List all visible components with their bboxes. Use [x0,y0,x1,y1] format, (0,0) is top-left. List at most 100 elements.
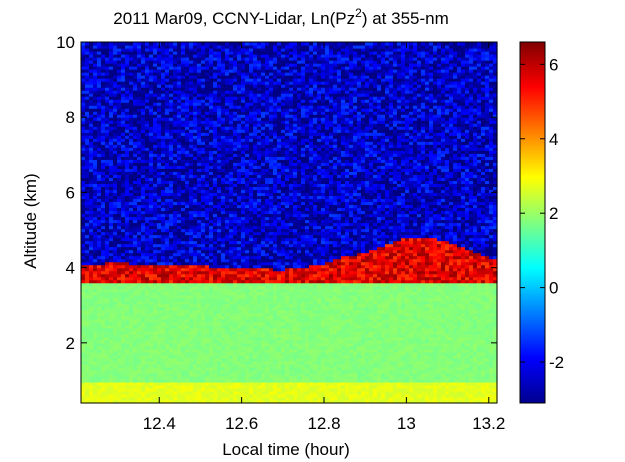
heatmap-cell [173,87,178,91]
heatmap-cell [117,309,122,314]
heatmap-cell [105,318,110,323]
heatmap-cell [133,186,138,191]
heatmap-cell [217,267,222,272]
heatmap-cell [197,210,202,215]
heatmap-cell [173,141,178,145]
heatmap-cell [157,210,162,215]
heatmap-cell [121,117,126,121]
heatmap-cell [113,198,118,203]
heatmap-cell [125,258,130,263]
heatmap-cell [153,333,158,338]
heatmap-cell [165,168,170,172]
heatmap-cell [217,69,222,73]
heatmap-cell [201,372,206,377]
heatmap-cell [169,129,174,133]
heatmap-cell [141,399,146,404]
heatmap-cell [221,330,226,335]
heatmap-cell [141,120,146,124]
heatmap-cell [165,267,170,272]
heatmap-cell [125,315,130,320]
heatmap-cell [169,396,174,401]
heatmap-cell [213,366,218,371]
heatmap-cell [125,288,130,293]
heatmap-cell [201,54,206,58]
heatmap-cell [133,150,138,154]
heatmap-cell [213,339,218,344]
heatmap-cell [105,57,110,61]
heatmap-cell [181,333,186,338]
heatmap-cell [153,378,158,383]
heatmap-cell [213,189,218,194]
heatmap-cell [129,207,134,212]
heatmap-cell [97,396,102,401]
heatmap-cell [185,213,190,218]
heatmap-cell [157,234,162,239]
heatmap-cell [165,252,170,257]
heatmap-cell [89,162,94,166]
heatmap-cell [149,279,154,284]
heatmap-cell [121,309,126,314]
heatmap-cell [225,333,230,338]
heatmap-cell [153,240,158,245]
heatmap-cell [173,300,178,305]
heatmap-cell [193,315,198,320]
heatmap-cell [93,54,98,58]
heatmap-cell [81,156,86,160]
heatmap-cell [185,90,190,94]
heatmap-cell [221,138,226,142]
heatmap-cell [161,270,166,275]
heatmap-cell [121,213,126,218]
heatmap-cell [213,222,218,227]
heatmap-cell [117,252,122,257]
heatmap-cell [105,249,110,254]
heatmap-cell [169,306,174,311]
heatmap-cell [173,288,178,293]
heatmap-cell [137,90,142,94]
heatmap-cell [209,213,214,218]
heatmap-cell [101,312,106,317]
heatmap-cell [189,87,194,91]
heatmap-cell [157,363,162,368]
heatmap-cell [125,207,130,212]
heatmap-cell [157,183,162,187]
heatmap-cell [169,393,174,398]
heatmap-cell [213,108,218,112]
heatmap-cell [209,219,214,224]
heatmap-cell [205,348,210,353]
heatmap-cell [217,66,222,70]
heatmap-cell [157,75,162,79]
heatmap-cell [169,345,174,350]
heatmap-cell [137,282,142,287]
heatmap-cell [161,150,166,154]
heatmap-cell [177,309,182,314]
heatmap-cell [197,204,202,209]
heatmap-cell [101,87,106,91]
heatmap-cell [101,213,106,218]
heatmap-cell [173,96,178,100]
heatmap-cell [177,51,182,55]
heatmap-cell [205,126,210,130]
heatmap-cell [117,114,122,118]
heatmap-cell [217,159,222,163]
heatmap-cell [141,354,146,359]
heatmap-cell [133,120,138,124]
heatmap-cell [137,303,142,308]
heatmap-cell [209,192,214,197]
heatmap-cell [85,123,90,127]
heatmap-cell [189,306,194,311]
heatmap-cell [149,243,154,248]
heatmap-cell [81,282,86,287]
heatmap-cell [209,270,214,275]
heatmap-cell [105,237,110,242]
heatmap-cell [85,114,90,118]
heatmap-cell [121,387,126,392]
heatmap-cell [149,99,154,103]
heatmap-cell [169,273,174,278]
heatmap-cell [117,126,122,130]
heatmap-cell [185,276,190,281]
heatmap-cell [181,108,186,112]
heatmap-cell [165,123,170,127]
heatmap-cell [85,243,90,248]
heatmap-cell [173,252,178,257]
heatmap-cell [145,147,150,151]
